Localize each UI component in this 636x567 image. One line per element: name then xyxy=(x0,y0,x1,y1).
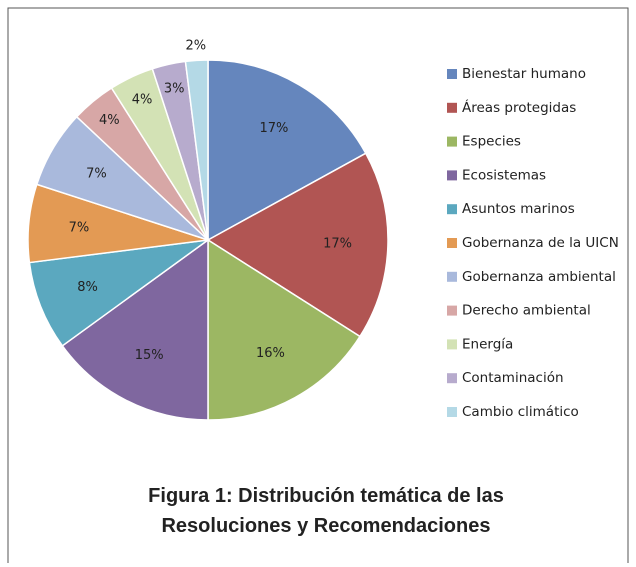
chart-title: Figura 1: Distribución temática de las Re… xyxy=(148,485,504,537)
legend-swatch xyxy=(447,238,457,248)
legend-label: Gobernanza de la UICN xyxy=(462,235,619,251)
legend-label: Cambio climático xyxy=(462,404,579,420)
legend-swatch xyxy=(447,407,457,417)
legend-label: Contaminación xyxy=(462,370,564,386)
legend-label: Bienestar humano xyxy=(462,66,586,82)
legend-label: Asuntos marinos xyxy=(462,201,575,217)
data-label: 17% xyxy=(260,121,289,136)
legend-label: Ecosistemas xyxy=(462,167,546,183)
data-label: 16% xyxy=(256,346,285,361)
data-label: 7% xyxy=(69,220,90,235)
pie-slice xyxy=(61,238,209,421)
legend-swatch xyxy=(447,102,457,113)
frame xyxy=(7,7,629,563)
legend-label: Energía xyxy=(462,336,513,352)
data-label: 4% xyxy=(99,113,120,128)
data-label: 2% xyxy=(185,38,206,53)
pie-slice xyxy=(206,152,389,338)
legend-swatch xyxy=(447,271,457,282)
data-label: 8% xyxy=(77,280,98,295)
pie-slice xyxy=(207,238,362,421)
data-label: 7% xyxy=(86,167,107,182)
legend-swatch xyxy=(447,136,457,147)
data-label: 4% xyxy=(132,92,153,107)
legend-swatch xyxy=(447,305,457,316)
pie-slice xyxy=(207,59,367,242)
legend-swatch xyxy=(447,204,457,215)
legend-swatch xyxy=(447,339,457,350)
legend-label: Derecho ambiental xyxy=(462,303,591,319)
legend-label: Especies xyxy=(462,134,521,150)
legend-swatch xyxy=(447,69,457,79)
data-label: 3% xyxy=(164,81,185,96)
pie-slice xyxy=(28,239,209,347)
legend-label: Áreas protegidas xyxy=(462,99,576,116)
legend-swatch xyxy=(447,170,457,181)
legend-swatch xyxy=(447,373,457,384)
legend-label: Gobernanza ambiental xyxy=(462,269,616,285)
data-label: 17% xyxy=(323,237,352,252)
pie-slice xyxy=(184,59,209,241)
data-label: 15% xyxy=(135,348,164,363)
